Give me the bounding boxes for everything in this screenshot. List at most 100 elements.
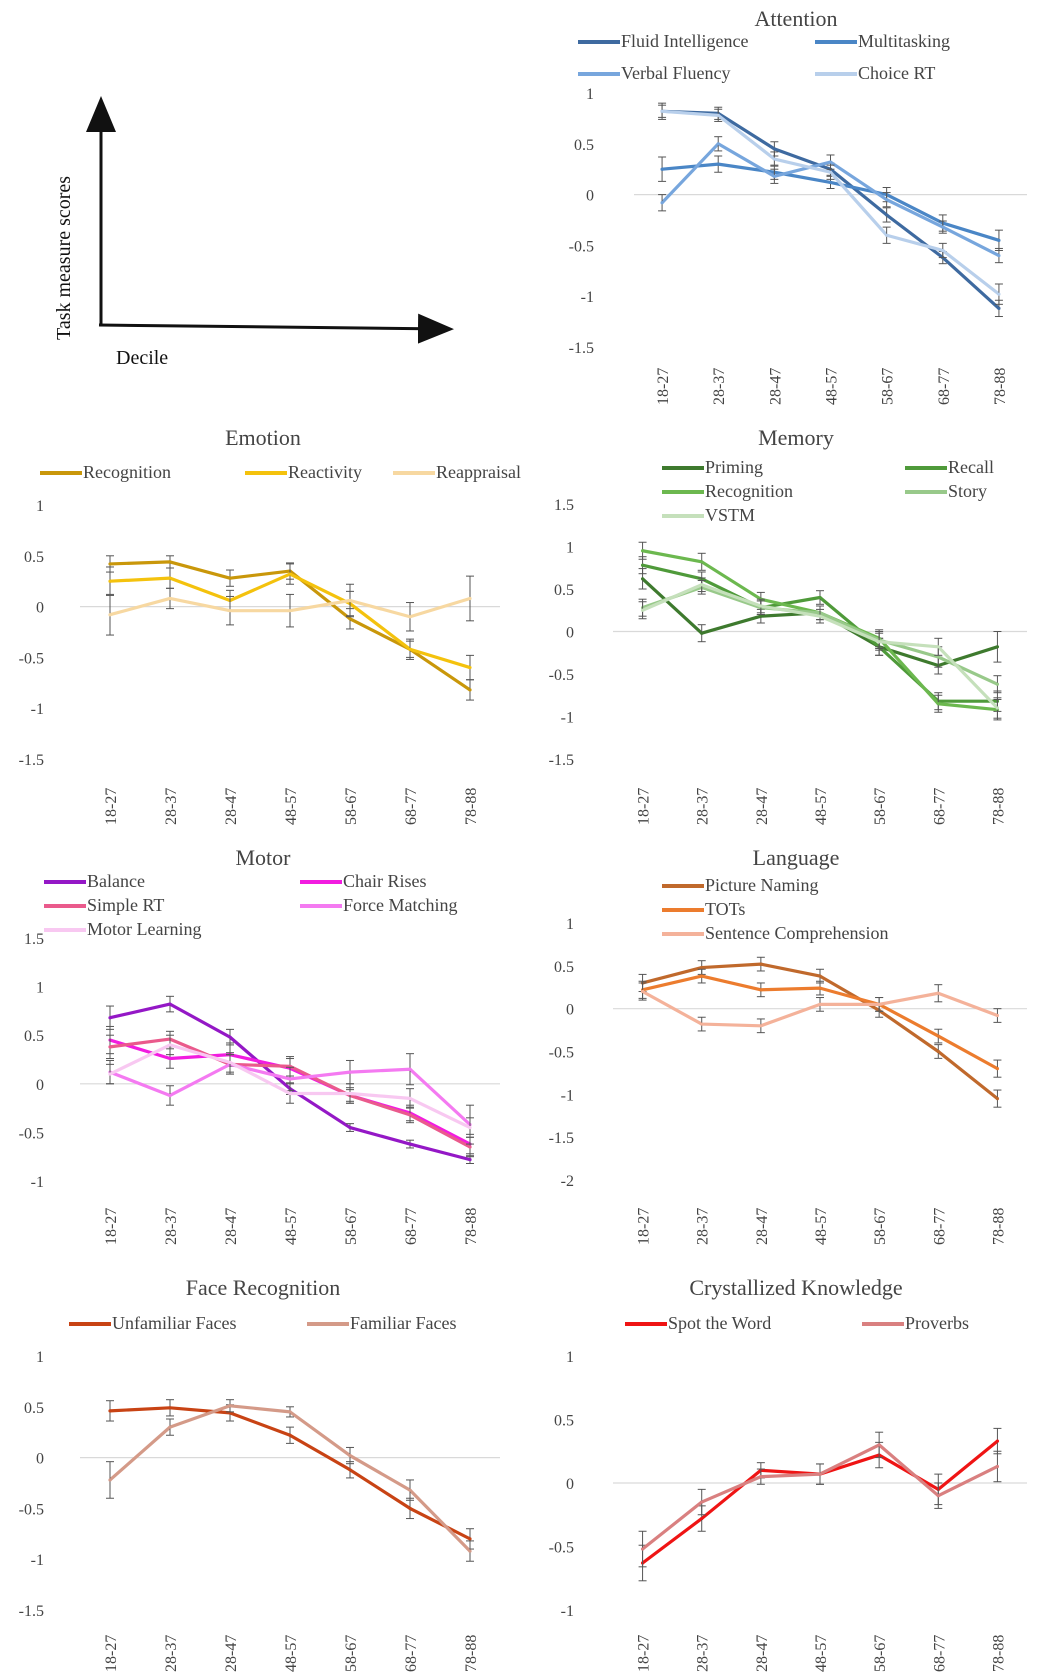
legend-entry: Priming — [705, 457, 763, 477]
x-tick-label: 68-77 — [931, 1208, 948, 1245]
series-1 — [638, 1431, 1002, 1568]
data-point — [997, 253, 1001, 258]
x-tick-label: 78-88 — [463, 788, 480, 825]
data-point — [468, 1549, 472, 1553]
data-point — [995, 1067, 1000, 1071]
data-point — [640, 608, 645, 612]
data-point — [877, 1002, 881, 1006]
data-point — [408, 1488, 412, 1492]
chart-motor: Motor Balance Chair Rises Simple RT Force Ma… — [19, 845, 500, 1245]
schematic-y-label: Task measure scores — [53, 176, 75, 340]
chart-attention: Attention Fluid Intelligence Multitasking V… — [569, 6, 1027, 405]
chart-title: Language — [753, 845, 840, 870]
data-point — [995, 645, 1000, 649]
data-point — [936, 1494, 940, 1498]
series-0 — [638, 1427, 1002, 1582]
data-point — [468, 1158, 472, 1162]
data-point — [348, 1453, 352, 1458]
y-tick-label: -1 — [561, 710, 574, 727]
x-tick-label: 58-67 — [872, 1635, 889, 1672]
data-point — [885, 233, 889, 237]
data-point — [640, 549, 645, 553]
schematic-x-label: Decile — [116, 347, 168, 369]
data-point — [936, 991, 940, 995]
data-point — [936, 645, 940, 649]
data-point — [228, 1060, 232, 1065]
data-point — [408, 1096, 412, 1100]
data-point — [228, 576, 232, 580]
legend-entry: Reappraisal — [436, 462, 521, 482]
data-point — [348, 1091, 352, 1096]
legend-entry: Unfamiliar Faces — [112, 1313, 236, 1333]
data-point — [759, 988, 763, 992]
x-tick-label: 58-67 — [880, 368, 897, 405]
chart-crystallized: Crystallized Knowledge Spot the Word Prove… — [549, 1275, 1027, 1672]
y-tick-label: 1 — [566, 1349, 574, 1366]
y-tick-label: 1 — [586, 86, 594, 103]
data-point — [941, 248, 945, 253]
x-tick-label: 28-47 — [754, 788, 771, 825]
data-point — [468, 1125, 472, 1130]
y-tick-label: -1.5 — [569, 340, 594, 357]
data-point — [995, 682, 1000, 686]
y-tick-label: 0.5 — [554, 582, 574, 599]
data-point — [168, 1425, 172, 1429]
x-tick-label: 28-37 — [711, 368, 728, 405]
data-point — [640, 989, 645, 994]
legend-entry: Multitasking — [858, 31, 950, 51]
x-tick-label: 28-47 — [223, 1635, 240, 1672]
x-tick-label: 78-88 — [463, 1635, 480, 1672]
x-tick-label: 78-88 — [463, 1208, 480, 1245]
x-tick-label: 28-37 — [163, 1635, 180, 1672]
y-tick-label: -1.5 — [549, 1130, 574, 1147]
data-point — [408, 1113, 412, 1117]
series-line — [661, 109, 1000, 296]
y-tick-label: 1 — [36, 498, 44, 515]
data-point — [348, 1125, 352, 1130]
series-line — [641, 1443, 999, 1551]
y-tick-label: -1 — [31, 1552, 44, 1569]
x-tick-label: 58-67 — [343, 788, 360, 825]
x-tick-label: 58-67 — [343, 1208, 360, 1245]
data-point — [772, 174, 776, 178]
y-tick-label: 0 — [566, 1476, 574, 1493]
x-tick-label: 28-37 — [695, 1635, 712, 1672]
data-point — [408, 1506, 412, 1510]
legend-entry: Recognition — [705, 481, 793, 501]
data-point — [168, 1406, 172, 1410]
chart-face: Face Recognition Unfamiliar Faces Familiar… — [19, 1275, 500, 1672]
data-point — [818, 1002, 822, 1006]
data-point — [716, 162, 720, 166]
legend: Recognition Reactivity Reappraisal — [40, 462, 521, 482]
data-point — [997, 306, 1001, 310]
legend-entry: Recognition — [83, 462, 171, 482]
legend-entry: Motor Learning — [87, 919, 201, 939]
data-point — [108, 1409, 112, 1413]
legend-entry: Choice RT — [858, 63, 935, 83]
data-point — [700, 1516, 704, 1521]
schematic-x-arrow — [98, 313, 454, 344]
series-4 — [106, 1034, 474, 1138]
data-point — [716, 142, 720, 146]
chart-memory: Memory Priming Recall Recognition Story VSTM 1… — [549, 425, 1027, 825]
data-point — [108, 1016, 112, 1020]
legend-entry: Proverbs — [905, 1313, 969, 1333]
y-tick-label: -0.5 — [19, 1501, 44, 1518]
x-tick-label: 18-27 — [636, 788, 653, 825]
y-tick-label: 1 — [36, 980, 44, 997]
y-tick-label: 1 — [36, 1349, 44, 1366]
x-tick-label: 78-88 — [990, 1208, 1007, 1245]
data-point — [997, 292, 1001, 296]
data-point — [828, 160, 833, 164]
y-tick-label: -1.5 — [19, 752, 44, 769]
legend-entry: Sentence Comprehension — [705, 923, 888, 943]
legend-entry: Recall — [948, 457, 994, 477]
series-2 — [658, 136, 1003, 264]
x-tick-label: 68-77 — [403, 788, 420, 825]
data-point — [997, 238, 1001, 242]
data-point — [168, 560, 172, 564]
chart-title: Attention — [754, 6, 837, 31]
legend: Unfamiliar Faces Familiar Faces — [69, 1313, 456, 1333]
y-tick-label: 0 — [36, 1077, 44, 1094]
y-tick-label: 0 — [566, 1002, 574, 1019]
